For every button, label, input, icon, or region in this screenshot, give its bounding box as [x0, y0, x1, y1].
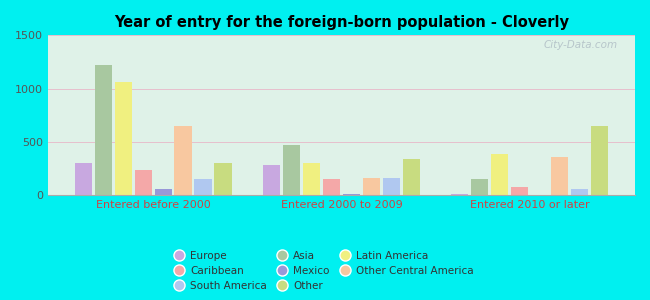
- Bar: [194, 178, 212, 195]
- Bar: [343, 194, 360, 195]
- Bar: [383, 178, 400, 195]
- Bar: [283, 145, 300, 195]
- Bar: [135, 169, 152, 195]
- Bar: [591, 126, 608, 195]
- Bar: [451, 194, 469, 195]
- Bar: [511, 187, 528, 195]
- Bar: [114, 82, 132, 195]
- Bar: [491, 154, 508, 195]
- Legend: Europe, Caribbean, South America, Asia, Mexico, Other, Latin America, Other Cent: Europe, Caribbean, South America, Asia, …: [173, 246, 477, 295]
- Bar: [174, 126, 192, 195]
- Bar: [94, 65, 112, 195]
- Bar: [571, 189, 588, 195]
- Bar: [75, 163, 92, 195]
- Title: Year of entry for the foreign-born population - Cloverly: Year of entry for the foreign-born popul…: [114, 15, 569, 30]
- Bar: [155, 189, 172, 195]
- Text: City-Data.com: City-Data.com: [543, 40, 618, 50]
- Bar: [551, 157, 568, 195]
- Bar: [402, 159, 420, 195]
- Bar: [322, 178, 340, 195]
- Bar: [263, 165, 280, 195]
- Bar: [471, 179, 488, 195]
- Bar: [363, 178, 380, 195]
- Bar: [303, 163, 320, 195]
- Bar: [214, 163, 232, 195]
